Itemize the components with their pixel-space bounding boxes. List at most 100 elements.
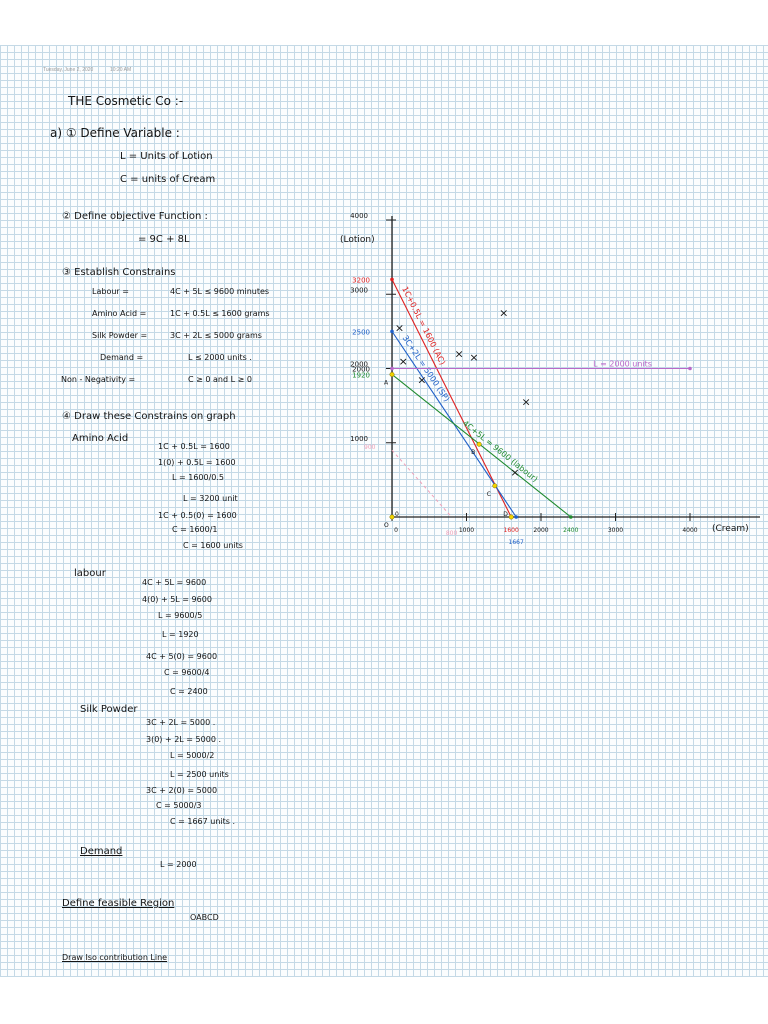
- constraint-name: Demand =: [100, 353, 144, 362]
- series-label: L = 2000 units: [593, 360, 652, 369]
- calc-line: 4C + 5L = 9600: [142, 578, 207, 587]
- constraint-name: Non - Negativity =: [61, 375, 136, 384]
- corner-point: [389, 371, 395, 377]
- x-mark: ×: [499, 307, 508, 320]
- x-mark: ×: [521, 396, 530, 409]
- page-date: Tuesday, June 2, 2020: [43, 67, 94, 73]
- calc-line: L = 2500 units: [170, 770, 229, 779]
- intercept-dot: [688, 366, 692, 371]
- calc-line: L = 3200 unit: [183, 494, 238, 503]
- x-mark: ×: [510, 466, 519, 479]
- calc-line: C = 9600/4: [164, 668, 210, 677]
- constraint-name: Labour =: [92, 287, 129, 296]
- calc-line: L = 1920: [162, 630, 199, 639]
- intercept-label: 1600: [504, 527, 519, 534]
- corner-point-label: C: [487, 491, 491, 498]
- corner-point: [492, 483, 498, 489]
- constraint-expression: C ≥ 0 and L ≥ 0: [188, 375, 252, 384]
- x-tick-label: 1000: [459, 527, 474, 534]
- intercept-label: 3200: [352, 276, 370, 284]
- calc-line: 3(0) + 2L = 5000 .: [146, 735, 221, 744]
- intercept-label: 1667: [509, 539, 524, 546]
- intercept-label: 2500: [352, 328, 370, 336]
- x-axis-label: (Cream): [712, 524, 749, 534]
- variable-c: C = units of Cream: [120, 174, 216, 185]
- calc-line: C = 1600 units: [183, 541, 243, 550]
- labour-title: labour: [74, 568, 106, 579]
- intercept-label: 1920: [352, 371, 370, 379]
- demand-title: Demand: [80, 846, 123, 857]
- corner-point-label: B: [471, 449, 475, 456]
- intercept-label: 2000: [352, 366, 370, 374]
- intercept-dot: [390, 277, 394, 282]
- section-2-heading: ② Define objective Function :: [62, 211, 208, 222]
- calc-line: 4C + 5(0) = 9600: [146, 652, 218, 661]
- x-mark: ×: [395, 321, 404, 334]
- calc-line: 3C + 2(0) = 5000: [146, 786, 218, 795]
- calc-line: L = 5000/2: [170, 751, 215, 760]
- calc-line: 1C + 0.5(0) = 1600: [158, 511, 237, 520]
- iso-line-heading: Draw Iso contribution Line: [62, 953, 168, 962]
- x-tick-label: 4000: [682, 527, 697, 534]
- intercept-dot: [569, 515, 573, 519]
- intercept-dot: [390, 366, 394, 371]
- calc-line: 1C + 0.5L = 1600: [158, 442, 230, 451]
- calc-line: 4(0) + 5L = 9600: [142, 595, 212, 604]
- constraint-name: Silk Powder =: [92, 331, 148, 340]
- x-mark: ×: [469, 351, 478, 364]
- y-axis-label: (Lotion): [340, 235, 375, 245]
- constraint-expression: 3C + 2L ≤ 5000 grams: [170, 331, 262, 340]
- feasible-region-value: OABCD: [190, 913, 219, 922]
- iso-x-label: 800: [446, 530, 458, 537]
- x-mark: ×: [417, 373, 426, 386]
- x-tick-label: 0: [394, 527, 398, 534]
- corner-point: [508, 514, 514, 520]
- iso-contribution-line: [391, 449, 452, 518]
- constraint-line: [391, 374, 572, 518]
- calc-line: 1(0) + 0.5L = 1600: [158, 458, 236, 467]
- x-tick-label: 3000: [608, 527, 623, 534]
- calc-line: C = 5000/3: [156, 801, 202, 810]
- corner-point-label: D: [503, 511, 508, 518]
- demand-line: L = 2000: [160, 860, 197, 869]
- page-time: 10:20 AM: [110, 67, 132, 73]
- intercept-label: 2400: [563, 527, 578, 534]
- x-tick-label: 2000: [533, 527, 548, 534]
- constraint-expression: 1C + 0.5L ≤ 1600 grams: [170, 309, 270, 318]
- calc-line: 3C + 2L = 5000 .: [146, 718, 216, 727]
- section-3-heading: ③ Establish Constrains: [62, 267, 176, 278]
- corner-point-label: O: [384, 522, 389, 529]
- calc-line: C = 2400: [170, 687, 208, 696]
- amino-acid-title: Amino Acid: [72, 433, 129, 444]
- iso-y-label: 900: [364, 444, 376, 451]
- page-title: THE Cosmetic Co :-: [68, 94, 184, 108]
- silk-powder-title: Silk Powder: [80, 704, 138, 715]
- corner-point: [476, 441, 482, 447]
- graph-paper-background: [0, 45, 768, 977]
- constraint-expression: 4C + 5L ≤ 9600 minutes: [170, 287, 270, 296]
- calc-line: L = 9600/5: [158, 611, 203, 620]
- y-tick-label: 2000: [350, 361, 368, 369]
- x-mark: ×: [399, 355, 408, 368]
- variable-l: L = Units of Lotion: [120, 151, 213, 162]
- corner-point: [389, 514, 395, 520]
- objective-function: = 9C + 8L: [138, 234, 190, 245]
- calc-line: C = 1667 units .: [170, 817, 236, 826]
- origin-label: 0: [395, 511, 399, 518]
- section-a-heading: a) ① Define Variable :: [50, 126, 180, 140]
- corner-point-label: A: [384, 379, 389, 386]
- y-tick-label: 1000: [350, 435, 368, 443]
- constraint-line: [391, 279, 512, 518]
- calc-line: L = 1600/0.5: [172, 473, 225, 482]
- intercept-dot: [390, 329, 394, 334]
- section-4-heading: ④ Draw these Constrains on graph: [62, 411, 236, 422]
- y-tick-label: 3000: [350, 286, 368, 294]
- y-tick-label: 4000: [350, 212, 368, 220]
- constraint-expression: L ≤ 2000 units .: [188, 353, 252, 362]
- calc-line: C = 1600/1: [172, 525, 218, 534]
- x-mark: ×: [454, 347, 463, 360]
- constraint-name: Amino Acid =: [92, 309, 147, 318]
- feasible-region-heading: Define feasible Region: [62, 898, 175, 909]
